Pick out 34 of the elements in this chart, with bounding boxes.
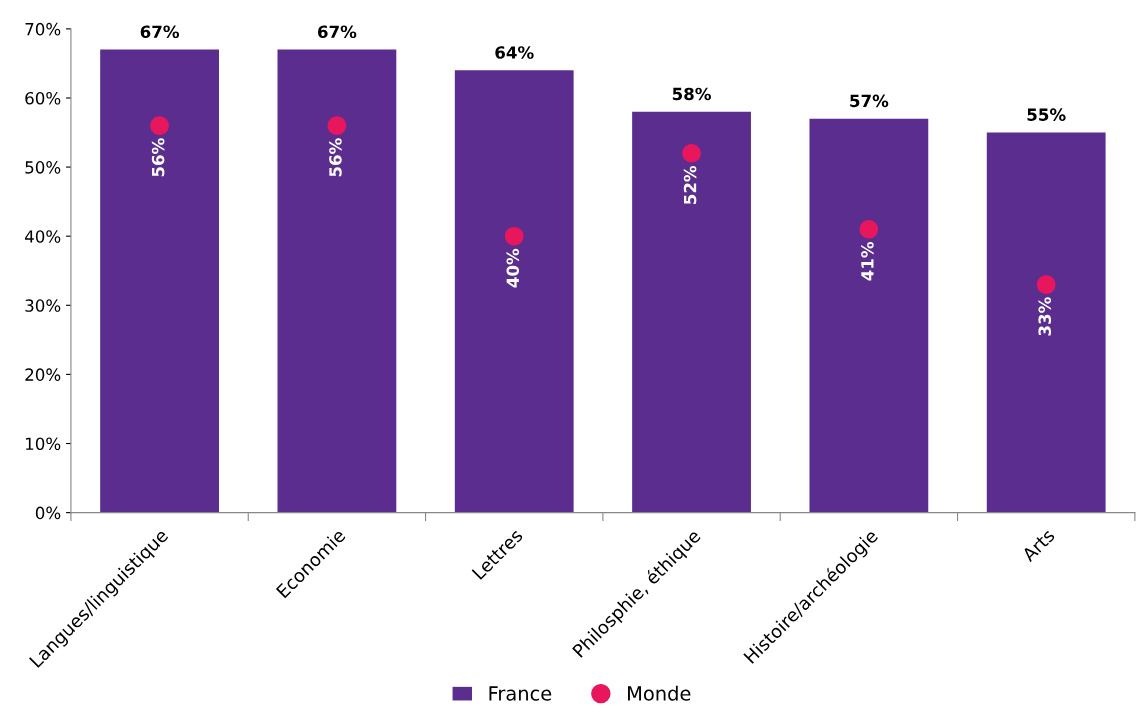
y-tick-label: 70%: [25, 22, 61, 36]
bar: [454, 70, 574, 513]
point: [859, 219, 879, 239]
bar: [277, 49, 397, 513]
point: [1036, 275, 1056, 294]
y-tick-label: 10%: [25, 437, 61, 451]
point: [327, 116, 347, 135]
data-label: 56%: [329, 138, 342, 177]
data-label: 52%: [683, 165, 697, 204]
data-label: 33%: [1038, 297, 1052, 336]
data-label: 56%: [151, 138, 165, 177]
data-label: 57%: [850, 94, 889, 108]
y-tick-label: 30%: [25, 299, 61, 312]
y-tick-label: 20%: [25, 368, 61, 381]
legend-label: Monde: [628, 685, 691, 701]
point: [682, 143, 701, 163]
y-tick-label: 0%: [35, 506, 61, 520]
bar: [809, 118, 929, 513]
y-tick-label: 50%: [25, 161, 61, 174]
point: [504, 226, 524, 246]
data-label: 67%: [318, 25, 357, 39]
data-label: 64%: [495, 46, 534, 59]
y-tick-label: 60%: [25, 91, 61, 105]
bar: [100, 49, 219, 513]
data-label: 58%: [672, 87, 711, 101]
legend-label: France: [489, 686, 552, 701]
data-label: 40%: [506, 248, 520, 288]
point: [150, 116, 169, 135]
data-label: 55%: [1027, 108, 1066, 121]
data-label: 41%: [861, 241, 874, 281]
bar: [986, 132, 1106, 513]
bar: [632, 111, 751, 513]
data-label: 67%: [140, 25, 179, 39]
y-tick-label: 40%: [24, 230, 61, 243]
